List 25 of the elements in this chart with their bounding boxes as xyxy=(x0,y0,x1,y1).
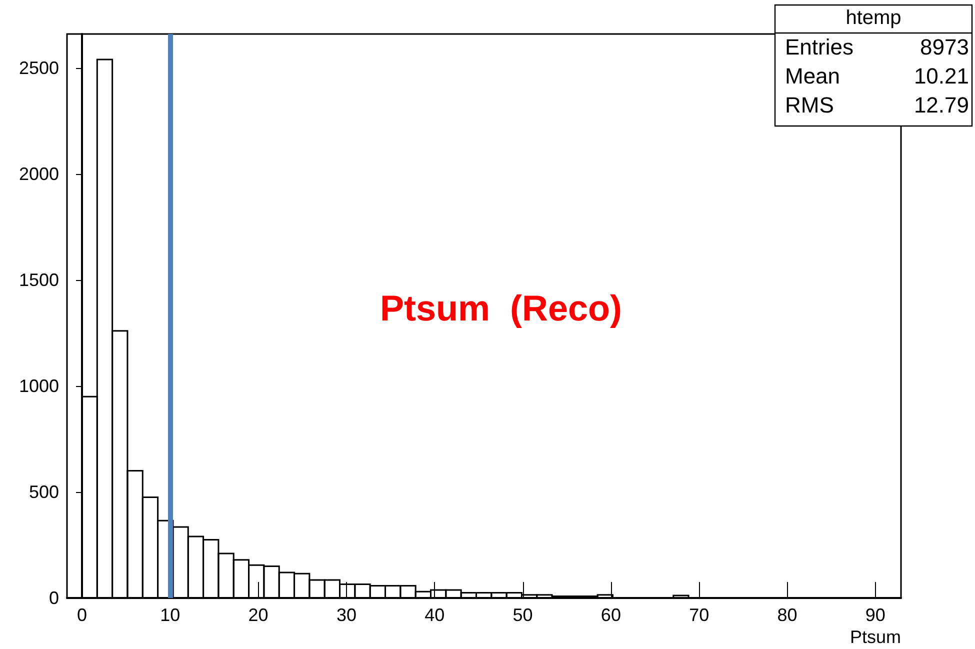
text: htemp xyxy=(846,7,902,29)
x-tick-label: 90 xyxy=(865,605,886,625)
x-tick-label: 0 xyxy=(76,605,87,625)
y-tick-label: 0 xyxy=(48,588,59,608)
y-tick-label: 2500 xyxy=(18,58,59,78)
y-tick-label: 500 xyxy=(28,482,59,502)
text: 12.79 xyxy=(914,92,969,118)
text: 10.21 xyxy=(914,64,969,88)
annotation: RMS xyxy=(785,92,834,118)
x-tick-label: 10 xyxy=(160,605,180,625)
y-tick-label: 2000 xyxy=(18,164,59,184)
x-tick-label: 20 xyxy=(248,605,268,625)
y-tick-label: 1000 xyxy=(18,376,59,396)
annotation: Mean xyxy=(785,64,840,88)
annotation: Ptsum (Reco) xyxy=(380,288,622,328)
x-tick-label: 80 xyxy=(777,605,798,625)
text: 8973 xyxy=(920,34,969,60)
annotation: Entries xyxy=(785,34,854,60)
x-tick-label: 50 xyxy=(512,605,533,625)
x-tick-label: 30 xyxy=(336,605,356,625)
x-tick-label: 40 xyxy=(424,605,445,625)
x-tick-label: 60 xyxy=(600,605,621,625)
x-tick-label: 70 xyxy=(689,605,710,625)
x-axis-title: Ptsum xyxy=(850,627,901,647)
y-tick-label: 1500 xyxy=(18,270,59,290)
